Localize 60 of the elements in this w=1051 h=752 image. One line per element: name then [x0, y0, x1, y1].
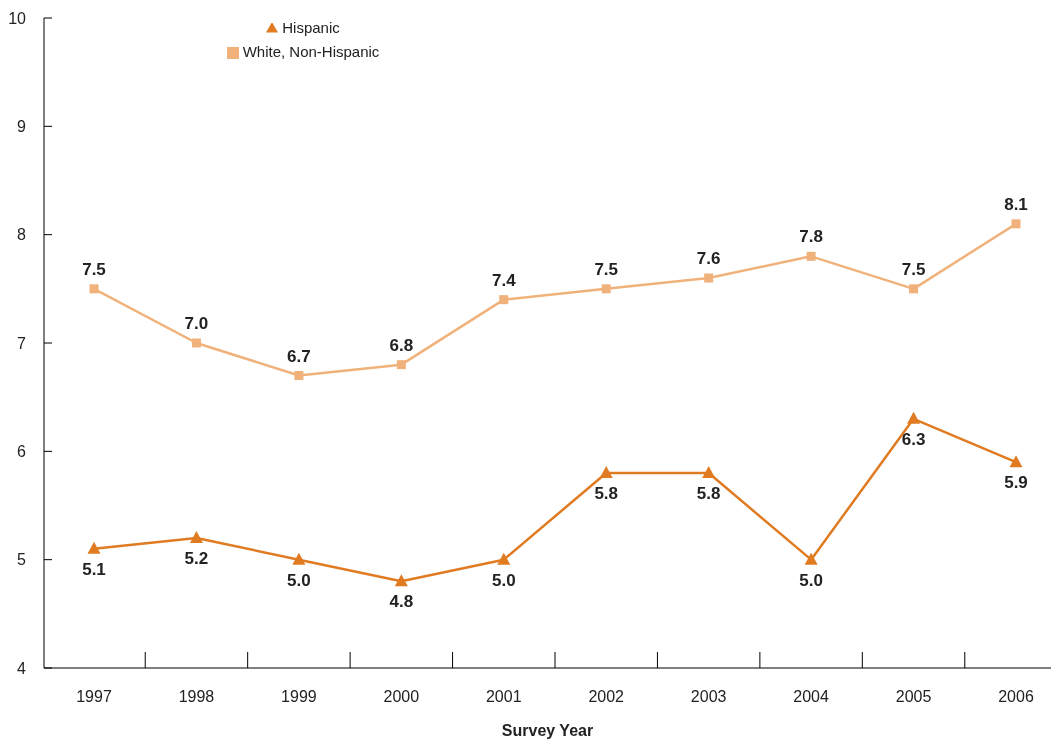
data-label: 6.7: [287, 346, 311, 366]
y-tick-label: 10: [8, 9, 27, 27]
data-label: 7.0: [184, 314, 209, 333]
data-label: 4.8: [389, 592, 414, 612]
point: [909, 284, 919, 294]
point: [191, 338, 201, 348]
y-tick-label: 8: [17, 226, 27, 244]
x-tick-label: 2001: [485, 688, 522, 705]
point: [907, 411, 921, 424]
x-tick-label: 2004: [793, 688, 830, 705]
data-label: 6.8: [389, 335, 414, 355]
data-label: 5.8: [594, 484, 619, 504]
point: [806, 251, 816, 261]
point: [89, 284, 99, 294]
y-tick-label: 4: [17, 659, 27, 677]
data-label: 5.1: [82, 559, 106, 579]
data-label: 5.0: [491, 570, 516, 590]
point: [1011, 219, 1021, 229]
legend-label: White, Non-Hispanic: [242, 43, 380, 60]
point: [497, 552, 511, 565]
point: [394, 574, 408, 587]
data-label: 7.4: [491, 270, 517, 290]
x-tick-label: 2006: [998, 688, 1034, 705]
data-label: 5.0: [287, 570, 311, 590]
point: [599, 466, 613, 478]
data-label: 6.3: [901, 429, 926, 449]
data-label: 8.1: [1004, 194, 1028, 214]
x-tick-label: 2005: [895, 688, 932, 705]
x-tick-label: 2003: [690, 688, 727, 705]
x-axis-title: Survey Year: [501, 722, 594, 739]
legend-label: Hispanic: [282, 19, 340, 36]
x-tick-label: 2000: [383, 688, 420, 705]
point: [189, 531, 203, 543]
data-label: 7.5: [82, 259, 106, 279]
point: [292, 552, 306, 565]
point: [704, 273, 714, 283]
x-tick-label: 1997: [76, 688, 112, 705]
data-label: 7.6: [696, 249, 721, 268]
point: [702, 466, 716, 478]
data-label: 5.0: [799, 570, 823, 590]
y-tick-label: 5: [17, 551, 27, 569]
x-tick-label: 2002: [588, 688, 625, 705]
point: [1009, 455, 1023, 468]
point: [87, 541, 101, 554]
y-tick-label: 6: [17, 443, 27, 461]
point: [294, 371, 304, 380]
y-tick-label: 7: [17, 334, 27, 352]
point: [396, 360, 406, 370]
point: [601, 284, 611, 294]
data-label: 5.2: [184, 549, 209, 569]
data-label: 5.8: [696, 484, 721, 504]
point: [499, 295, 509, 305]
data-label: 5.9: [1004, 473, 1028, 493]
data-label: 7.5: [901, 259, 926, 279]
data-label: 7.8: [799, 227, 823, 247]
x-tick-label: 1999: [281, 688, 317, 705]
x-tick-label: 1998: [178, 688, 215, 705]
point: [804, 552, 818, 565]
data-label: 7.5: [594, 259, 619, 279]
y-tick-label: 9: [17, 118, 27, 136]
